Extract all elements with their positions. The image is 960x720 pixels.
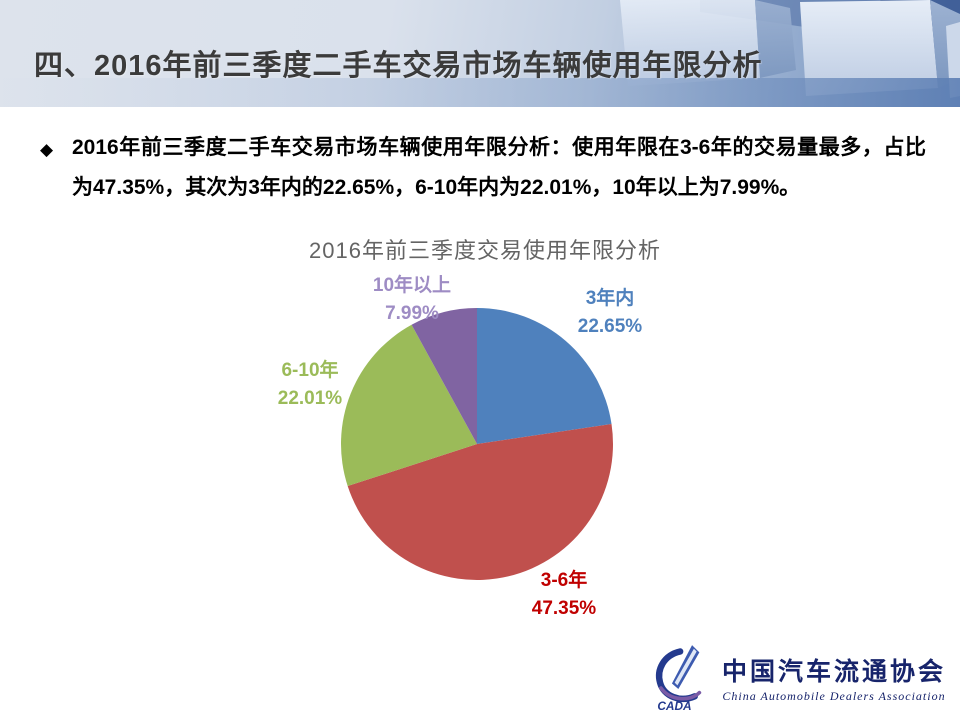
summary-paragraph: ◆ 2016年前三季度二手车交易市场车辆使用年限分析：使用年限在3-6年的交易量… xyxy=(38,128,926,208)
association-name-cn: 中国汽车流通协会 xyxy=(721,659,946,686)
chart-title: 2016年前三季度交易使用年限分析 xyxy=(309,238,661,263)
header-cubes-artwork xyxy=(0,0,960,107)
summary-text: 2016年前三季度二手车交易市场车辆使用年限分析：使用年限在3-6年的交易量最多… xyxy=(72,136,926,199)
pie-slice-10年以上 xyxy=(411,308,477,444)
cada-emblem-icon: CADA xyxy=(655,645,702,712)
association-name-en: China Automobile Dealers Association xyxy=(722,689,946,703)
pie-slice-3-6年 xyxy=(347,423,613,580)
pie-chart xyxy=(341,308,613,580)
association-name-block: 中国汽车流通协会 China Automobile Dealers Associ… xyxy=(722,652,946,704)
pie-slice-3年内 xyxy=(477,308,612,444)
header-banner: 四、2016年前三季度二手车交易市场车辆使用年限分析 xyxy=(0,0,960,107)
slide-title: 四、2016年前三季度二手车交易市场车辆使用年限分析 xyxy=(34,50,763,82)
cada-acronym: CADA xyxy=(657,699,691,712)
pie-slice-6-10年 xyxy=(341,324,477,487)
association-logo: CADA 中国汽车流通协会 China Automobile Dealers A… xyxy=(650,644,946,712)
diamond-bullet-icon: ◆ xyxy=(40,140,54,159)
